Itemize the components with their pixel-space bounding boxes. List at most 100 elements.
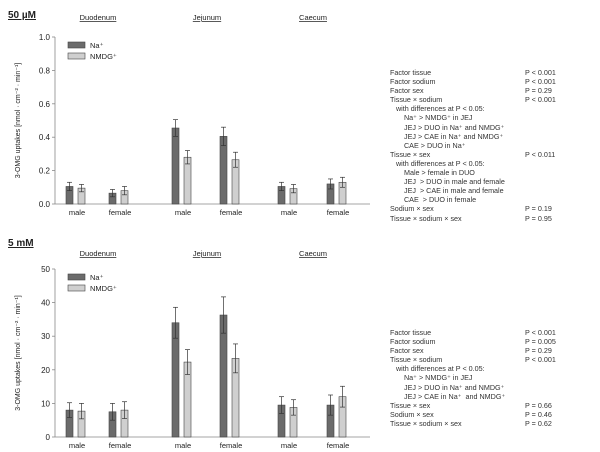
x-tick-label: male [281,208,297,217]
x-tick-label: male [281,441,297,450]
stats-label: JEJ > CAE in Na⁺ and NMDG⁺ [390,391,506,401]
panel-title: 5 mM [8,238,34,249]
stats-row: Tissue × sex P = 0.66 [390,401,556,410]
stats-row: Male > female in DUO [390,168,556,177]
stats-p-value: P < 0.001 [525,68,556,77]
y-tick-label: 50 [41,265,50,274]
x-tick-label: female [220,441,243,450]
stats-row: CAE > DUO in Na⁺ [390,141,556,150]
x-tick-label: female [327,208,350,217]
stats-row: JEJ > DUO in Na⁺ and NMDG⁺ [390,123,556,132]
y-tick-label: 30 [41,332,50,341]
stats-label: JEJ > DUO in Na⁺ and NMDG⁺ [390,382,505,392]
x-tick-label: female [220,208,243,217]
x-tick-label: female [109,208,132,217]
stats-label: Factor sex [390,346,424,356]
bar [219,136,228,205]
stats-p-value: P = 0.19 [525,204,552,214]
x-tick-label: male [175,208,191,217]
stats-row: JEJ > CAE in male and female [390,186,556,195]
stats-label: Factor tissue [390,68,432,77]
stats-row: Factor sex P = 0.29 [390,86,556,95]
stats-label: CAE > DUO in Na⁺ [390,140,466,150]
stats-label: Sodium × sex [390,409,434,419]
stats-table-50uM: Factor tissue P < 0.001 Factor sodium P < 0… [390,68,556,223]
group-label: Jejunum [193,13,221,22]
y-tick-label: 1.0 [39,33,51,42]
y-axis-label: 3-OMG uptakes [nmol · cm⁻² · min⁻¹] [15,295,22,411]
stats-label: Sodium × sex [390,204,434,214]
stats-label: Factor sodium [390,337,436,347]
stats-row: with differences at P < 0.05: [390,159,556,168]
x-tick-label: male [69,441,85,450]
stats-label: Tissue × sodium × sex [390,213,462,223]
y-tick-label: 0.4 [39,133,51,142]
stats-p-value: P < 0.011 [525,149,556,159]
stats-row: JEJ > DUO in male and female [390,177,556,186]
stats-row: Tissue × sodium P < 0.001 [390,355,556,364]
y-tick-label: 10 [41,399,50,408]
stats-row: JEJ > CAE in Na⁺ and NMDG⁺ [390,132,556,141]
stats-label: Tissue × sex [390,149,431,159]
legend-label: Na⁺ [90,41,104,50]
stats-row: JEJ > CAE in Na⁺ and NMDG⁺ [390,392,556,401]
stats-row: with differences at P < 0.05: [390,104,556,113]
stats-row: Sodium × sex P = 0.19 [390,204,556,213]
y-tick-label: 0.8 [39,66,51,75]
stats-row: Tissue × sex P < 0.011 [390,150,556,159]
group-label: Caecum [299,249,327,258]
stats-row: Factor sodium P < 0.001 [390,77,556,86]
stats-row: JEJ > DUO in Na⁺ and NMDG⁺ [390,383,556,392]
y-tick-label: 0.2 [39,167,51,176]
legend-swatch [67,284,86,292]
legend-swatch [67,52,86,60]
stats-p-value: P < 0.001 [525,328,556,337]
stats-p-value: P < 0.001 [525,95,556,105]
stats-table-5mM: Factor tissue P < 0.001 Factor sodium P = 0… [390,328,556,428]
group-label: Jejunum [193,249,221,258]
stats-row: Tissue × sodium P < 0.001 [390,95,556,104]
y-tick-label: 40 [41,299,50,308]
stats-label: Na⁺ > NMDG⁺ in JEJ [390,373,473,383]
x-tick-label: female [327,441,350,450]
stats-row: Factor sodium P = 0.005 [390,337,556,346]
stats-label: with differences at P < 0.05: [390,104,485,114]
group-label: Caecum [299,13,327,22]
stats-label: JEJ > CAE in male and female [390,186,504,196]
stats-p-value: P = 0.005 [525,337,556,347]
stats-label: Factor tissue [390,328,432,337]
y-tick-label: 0.0 [39,200,51,209]
stats-row: Factor tissue P < 0.001 [390,328,556,337]
stats-row: Na⁺ > NMDG⁺ in JEJ [390,373,556,382]
stats-p-value: P = 0.62 [525,418,552,428]
stats-p-value: P = 0.46 [525,409,552,419]
y-tick-label: 0.6 [39,100,51,109]
stats-row: Factor tissue P < 0.001 [390,68,556,77]
stats-label: Factor sex [390,86,424,96]
stats-row: Na⁺ > NMDG⁺ in JEJ [390,113,556,122]
stats-p-value: P = 0.29 [525,86,552,96]
stats-row: with differences at P < 0.05: [390,364,556,373]
stats-label: JEJ > DUO in Na⁺ and NMDG⁺ [390,122,505,132]
stats-label: CAE > DUO in female [390,195,477,205]
stats-label: Male > female in DUO [390,168,475,178]
stats-label: JEJ > DUO in male and female [390,177,505,187]
stats-label: with differences at P < 0.05: [390,158,485,168]
legend-label: Na⁺ [90,273,104,282]
panel-title: 50 µM [8,10,36,21]
group-label: Duodenum [80,249,117,258]
legend-swatch [67,273,86,281]
stats-row: Tissue × sodium × sex P = 0.95 [390,214,556,223]
y-tick-label: 0 [46,433,51,442]
stats-label: Tissue × sodium × sex [390,418,462,428]
stats-p-value: P = 0.66 [525,400,552,410]
stats-p-value: P = 0.95 [525,213,552,223]
legend-label: NMDG⁺ [90,52,117,61]
stats-row: Tissue × sodium × sex P = 0.62 [390,419,556,428]
stats-row: Factor sex P = 0.29 [390,346,556,355]
stats-label: Factor sodium [390,77,436,87]
x-tick-label: male [175,441,191,450]
x-tick-label: male [69,208,85,217]
group-label: Duodenum [80,13,117,22]
